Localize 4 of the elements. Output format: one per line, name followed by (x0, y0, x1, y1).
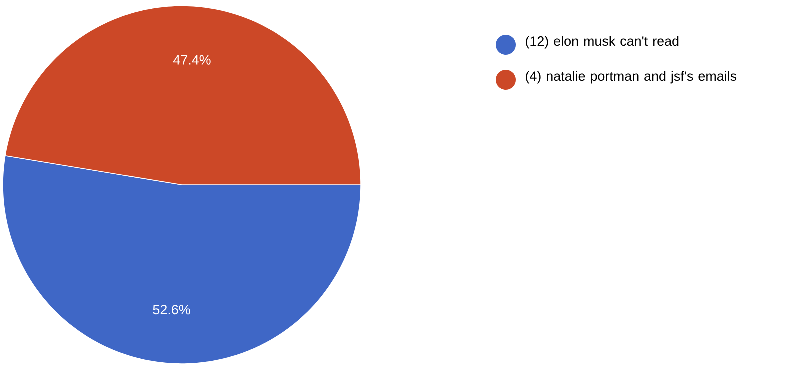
legend-label: (12) elon musk can't read (526, 36, 679, 49)
data-label: 52.6% (153, 305, 190, 315)
data-label: 47.4% (173, 55, 211, 65)
legend-label: (4) natalie portman and jsf's emails (526, 71, 737, 84)
